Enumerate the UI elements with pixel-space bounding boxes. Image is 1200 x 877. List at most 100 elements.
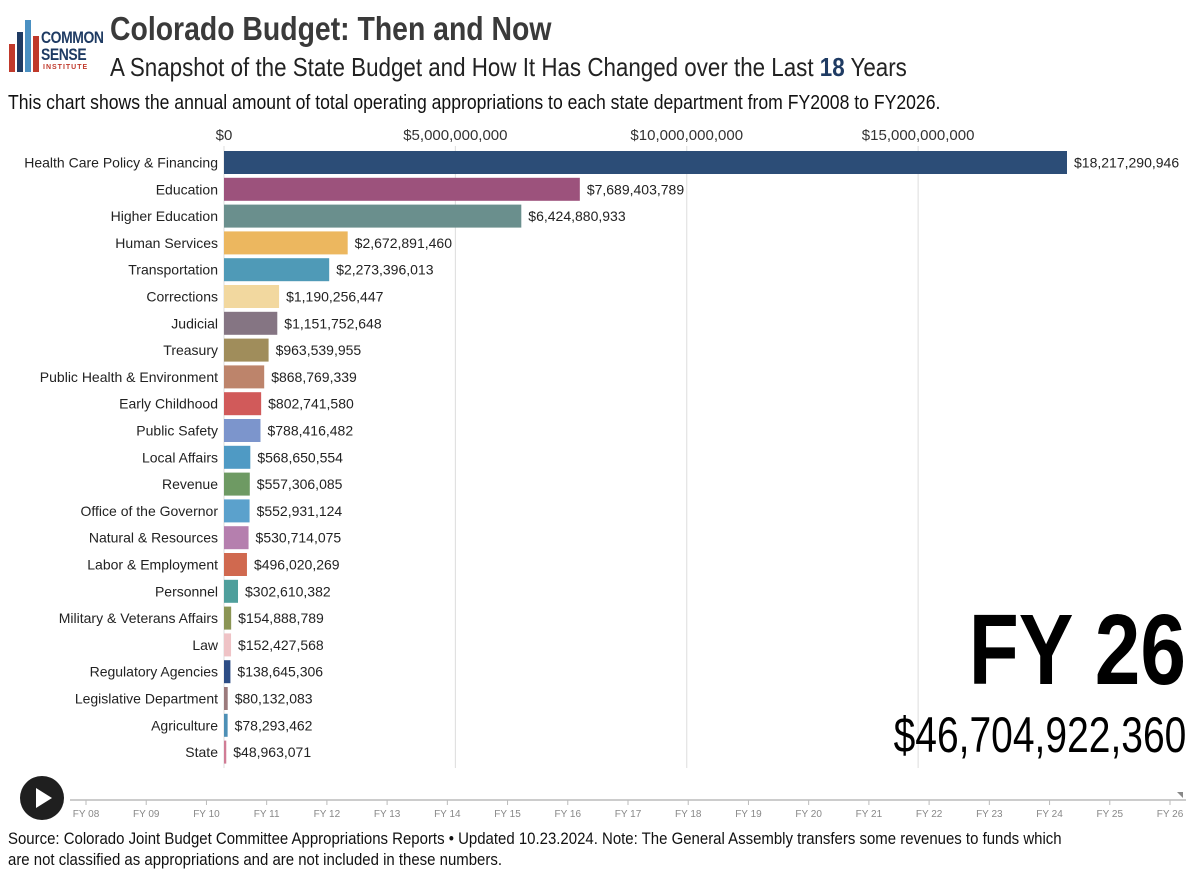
category-label: Regulatory Agencies	[90, 664, 218, 680]
bar	[224, 204, 522, 228]
subtitle-years: 18	[819, 52, 845, 82]
timeline-label: FY 08	[73, 809, 100, 820]
timeline-label: FY 20	[795, 809, 822, 820]
bar	[224, 445, 251, 469]
chart-description: This chart shows the annual amount of to…	[8, 92, 941, 114]
timeline-handle[interactable]	[1177, 792, 1183, 798]
page-subtitle: A Snapshot of the State Budget and How I…	[110, 52, 907, 83]
category-label: Early Childhood	[119, 396, 218, 412]
value-label: $1,190,256,447	[286, 289, 384, 305]
bar-chart: $0 $5,000,000,000 $10,000,000,000 $15,000,0…	[24, 127, 1179, 768]
bar	[224, 311, 278, 335]
category-label: Health Care Policy & Financing	[24, 155, 218, 171]
bar	[224, 687, 228, 710]
bar	[224, 419, 261, 442]
value-label: $48,963,071	[233, 744, 311, 760]
value-label: $302,610,382	[245, 583, 331, 599]
value-label: $152,427,568	[238, 637, 324, 653]
value-label: $7,689,403,789	[587, 181, 685, 197]
subtitle-prefix: A Snapshot of the State Budget and How I…	[110, 52, 820, 82]
timeline-label: FY 25	[1097, 809, 1124, 820]
subtitle-suffix: Years	[844, 52, 907, 82]
bar	[224, 365, 265, 389]
category-label: Transportation	[128, 262, 218, 278]
timeline-label: FY 12	[314, 809, 341, 820]
bar	[224, 740, 227, 764]
value-label: $496,020,269	[254, 557, 340, 573]
category-label: Education	[156, 181, 218, 197]
source-note: Source: Colorado Joint Budget Committee …	[8, 829, 1062, 869]
value-label: $18,217,290,946	[1074, 155, 1179, 171]
value-label: $802,741,580	[268, 396, 354, 412]
play-button[interactable]	[20, 776, 64, 820]
category-label: Judicial	[171, 315, 218, 331]
value-label: $552,931,124	[257, 503, 343, 519]
play-icon	[36, 788, 52, 808]
category-label: Natural & Resources	[89, 530, 218, 546]
timeline-label: FY 13	[374, 809, 401, 820]
category-label: Office of the Governor	[81, 503, 219, 519]
timeline-label: FY 17	[615, 809, 642, 820]
timeline-label: FY 19	[735, 809, 762, 820]
x-tick-label: $15,000,000,000	[862, 127, 975, 144]
category-label: Personnel	[155, 583, 218, 599]
category-label: Labor & Employment	[87, 557, 218, 573]
timeline-label: FY 21	[856, 809, 883, 820]
logo-text-common: COMMON	[41, 28, 104, 47]
timeline-label: FY 10	[193, 809, 220, 820]
timeline-label: FY 14	[434, 809, 461, 820]
value-label: $557,306,085	[257, 476, 343, 492]
timeline-label: FY 23	[976, 809, 1003, 820]
timeline-label: FY 22	[916, 809, 943, 820]
x-tick-label: $0	[216, 127, 233, 144]
bar	[224, 553, 247, 576]
category-label: Corrections	[146, 289, 218, 305]
logo-text-sense: SENSE	[41, 45, 87, 64]
category-label: Local Affairs	[142, 449, 218, 465]
category-label: Public Safety	[136, 423, 218, 439]
bar	[224, 177, 580, 201]
timeline-slider[interactable]: FY 08 FY 09 FY 10 FY 11 FY 12 FY 13 FY 14 FY 15…	[0, 780, 1200, 820]
bar	[224, 713, 228, 737]
current-total: $46,704,922,360	[893, 707, 1186, 763]
value-label: $963,539,955	[276, 342, 362, 358]
x-tick-label: $10,000,000,000	[630, 127, 743, 144]
bar	[224, 526, 249, 550]
current-fiscal-year: FY 26	[968, 594, 1186, 706]
category-label: Higher Education	[111, 208, 218, 224]
category-label: Agriculture	[151, 717, 218, 733]
value-label: $788,416,482	[267, 423, 353, 439]
timeline-label: FY 24	[1036, 809, 1063, 820]
timeline-label: FY 09	[133, 809, 160, 820]
bar	[224, 392, 262, 416]
value-label: $154,888,789	[238, 610, 324, 626]
value-label: $80,132,083	[235, 691, 313, 707]
category-label: Public Health & Environment	[40, 369, 218, 385]
bar	[224, 285, 280, 308]
value-label: $1,151,752,648	[284, 315, 382, 331]
category-label: State	[185, 744, 218, 760]
category-label: Military & Veterans Affairs	[59, 610, 218, 626]
value-label: $868,769,339	[271, 369, 357, 385]
category-label: Law	[192, 637, 219, 653]
value-label: $530,714,075	[256, 530, 342, 546]
category-label: Legislative Department	[75, 691, 218, 707]
bar	[224, 660, 231, 684]
timeline-label: FY 18	[675, 809, 702, 820]
timeline-label: FY 15	[494, 809, 521, 820]
category-label: Human Services	[115, 235, 218, 251]
bar	[224, 579, 239, 603]
bar	[224, 633, 232, 657]
logo-text-institute: INSTITUTE	[43, 64, 89, 71]
bar	[224, 338, 269, 362]
timeline-label: FY 16	[555, 809, 582, 820]
bar	[224, 258, 330, 282]
page-title: Colorado Budget: Then and Now	[110, 10, 552, 47]
bar	[224, 606, 232, 630]
bar	[224, 151, 1067, 174]
category-label: Revenue	[162, 476, 218, 492]
value-label: $6,424,880,933	[528, 208, 626, 224]
value-label: $138,645,306	[237, 664, 323, 680]
bar	[224, 472, 250, 496]
value-label: $78,293,462	[235, 717, 313, 733]
